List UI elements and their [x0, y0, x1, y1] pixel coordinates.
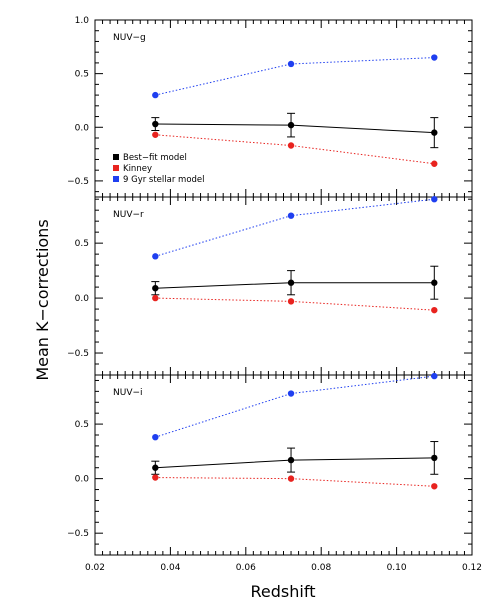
data-point-9-gyr-stellar-model [431, 372, 438, 380]
data-point-best-fit-model [152, 284, 159, 292]
panel-frame [94, 374, 473, 556]
data-point-kinney [431, 160, 438, 167]
x-tick-label: 0.12 [462, 563, 482, 573]
x-tick-label: 0.08 [311, 563, 331, 573]
series-line-best-fit-model [155, 282, 435, 289]
data-point-9-gyr-stellar-model [152, 433, 159, 441]
data-point-9-gyr-stellar-model [431, 54, 438, 61]
panel-1: −0.5 0.0 0.5 1.0 NUV−g Best−fit modelKinney9 … [67, 16, 473, 198]
x-tick-label: 0.10 [387, 563, 407, 573]
panel-label: NUV−i [113, 388, 143, 398]
panel-3: −0.5 0.0 0.5 NUV−i 0.02 0.04 0.06 0.08 0.10 0.12 [67, 372, 482, 573]
data-point-best-fit-model [152, 120, 159, 128]
series-line-9-gyr-stellar-model [155, 375, 435, 438]
data-point-kinney [152, 474, 159, 481]
y-tick-label: 0.5 [75, 239, 89, 249]
data-point-kinney [431, 483, 438, 490]
x-tick-label: 0.06 [236, 563, 256, 573]
series-line-kinney [155, 297, 435, 311]
legend-swatch [113, 165, 119, 171]
data-point-9-gyr-stellar-model [287, 60, 295, 68]
y-tick-label: −0.5 [67, 177, 89, 187]
series-line-9-gyr-stellar-model [155, 57, 435, 96]
data-point-best-fit-model [287, 456, 295, 464]
data-point-kinney [431, 306, 438, 314]
legend-label: 9 Gyr stellar model [123, 175, 205, 185]
series-line-best-fit-model [155, 457, 435, 469]
data-point-best-fit-model [431, 454, 438, 462]
x-tick-label: 0.04 [160, 563, 180, 573]
panel-frame [94, 196, 473, 376]
panel-label: NUV−g [113, 33, 146, 43]
data-point-9-gyr-stellar-model [287, 212, 295, 219]
legend-swatch [113, 176, 119, 182]
y-tick-label: 0.0 [75, 294, 90, 304]
panel-2: −0.5 0.0 0.5 NUV−r [67, 195, 473, 376]
data-point-9-gyr-stellar-model [152, 253, 159, 260]
data-point-best-fit-model [152, 464, 159, 471]
x-tick-label: 0.02 [85, 563, 105, 573]
legend-label: Best−fit model [123, 153, 187, 163]
legend-swatch [113, 154, 119, 160]
data-point-best-fit-model [287, 279, 295, 286]
y-tick-label: −0.5 [67, 529, 89, 539]
panel-label: NUV−r [113, 210, 144, 220]
data-point-best-fit-model [431, 279, 438, 286]
series-line-kinney [155, 477, 435, 487]
y-tick-label: 1.0 [75, 16, 90, 26]
series-line-best-fit-model [155, 123, 435, 134]
data-point-kinney [287, 298, 295, 305]
data-point-kinney [152, 294, 159, 302]
x-axis-title: Redshift [251, 582, 316, 601]
data-point-best-fit-model [431, 129, 438, 136]
y-tick-label: 0.5 [75, 70, 89, 80]
series-line-kinney [155, 134, 435, 165]
data-point-best-fit-model [287, 121, 295, 129]
data-point-9-gyr-stellar-model [431, 195, 438, 203]
y-tick-label: 0.0 [75, 475, 90, 485]
y-axis-title: Mean K−corrections [33, 219, 52, 380]
chart-panels: −0.5 0.0 0.5 1.0 NUV−g Best−fit modelKinney9 … [67, 16, 482, 573]
data-point-9-gyr-stellar-model [152, 91, 159, 99]
y-tick-label: 0.5 [75, 420, 89, 430]
legend-label: Kinney [123, 164, 152, 174]
data-point-kinney [152, 131, 159, 138]
data-point-kinney [287, 475, 295, 482]
data-point-kinney [287, 142, 295, 149]
y-tick-label: −0.5 [67, 349, 89, 359]
data-point-9-gyr-stellar-model [287, 390, 295, 397]
y-tick-label: 0.0 [75, 123, 90, 133]
series-line-9-gyr-stellar-model [155, 198, 435, 257]
